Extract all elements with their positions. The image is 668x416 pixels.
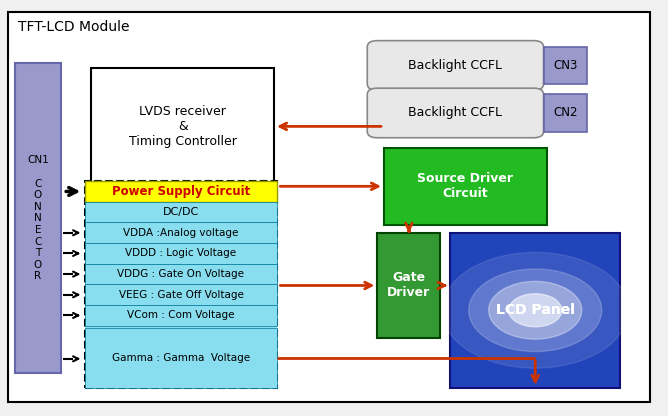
FancyBboxPatch shape <box>544 94 587 131</box>
Text: CN3: CN3 <box>553 59 577 72</box>
Text: LVDS receiver
&
Timing Controller: LVDS receiver & Timing Controller <box>129 105 236 148</box>
FancyBboxPatch shape <box>85 285 277 305</box>
FancyBboxPatch shape <box>85 305 277 326</box>
FancyBboxPatch shape <box>367 88 544 138</box>
FancyBboxPatch shape <box>377 233 440 338</box>
Text: Power Supply Circuit: Power Supply Circuit <box>112 185 250 198</box>
Text: Gate
Driver: Gate Driver <box>387 272 430 300</box>
Text: Gamma : Gamma  Voltage: Gamma : Gamma Voltage <box>112 353 250 363</box>
Circle shape <box>508 294 562 327</box>
Circle shape <box>442 253 629 368</box>
Text: VEEG : Gate Off Voltage: VEEG : Gate Off Voltage <box>118 290 243 300</box>
Text: DC/DC: DC/DC <box>163 207 199 217</box>
Text: VCom : Com Voltage: VCom : Com Voltage <box>127 310 234 320</box>
Text: LCD Panel: LCD Panel <box>496 303 574 317</box>
FancyBboxPatch shape <box>544 47 587 84</box>
Text: VDDD : Logic Voltage: VDDD : Logic Voltage <box>126 248 236 258</box>
FancyBboxPatch shape <box>450 233 620 388</box>
Text: TFT-LCD Module: TFT-LCD Module <box>18 20 130 34</box>
Text: Source Driver
Circuit: Source Driver Circuit <box>418 172 514 201</box>
FancyBboxPatch shape <box>85 328 277 388</box>
Text: VDDA :Analog voltage: VDDA :Analog voltage <box>124 228 238 238</box>
Circle shape <box>489 281 582 339</box>
FancyBboxPatch shape <box>384 148 547 225</box>
FancyBboxPatch shape <box>8 12 650 402</box>
Text: CN1

C
O
N
N
E
C
T
O
R: CN1 C O N N E C T O R <box>27 155 49 281</box>
FancyBboxPatch shape <box>367 41 544 90</box>
FancyBboxPatch shape <box>85 264 277 285</box>
FancyBboxPatch shape <box>85 223 277 243</box>
FancyBboxPatch shape <box>92 67 274 185</box>
Circle shape <box>469 269 602 352</box>
Text: LCD Panel: LCD Panel <box>496 303 574 317</box>
Text: VDDG : Gate On Voltage: VDDG : Gate On Voltage <box>118 269 244 279</box>
FancyBboxPatch shape <box>85 181 277 388</box>
FancyBboxPatch shape <box>85 202 277 223</box>
Text: Backlight CCFL: Backlight CCFL <box>408 106 502 119</box>
Text: Backlight CCFL: Backlight CCFL <box>408 59 502 72</box>
FancyBboxPatch shape <box>15 63 61 373</box>
Text: CN2: CN2 <box>553 106 577 119</box>
FancyBboxPatch shape <box>85 243 277 264</box>
FancyBboxPatch shape <box>85 181 277 202</box>
